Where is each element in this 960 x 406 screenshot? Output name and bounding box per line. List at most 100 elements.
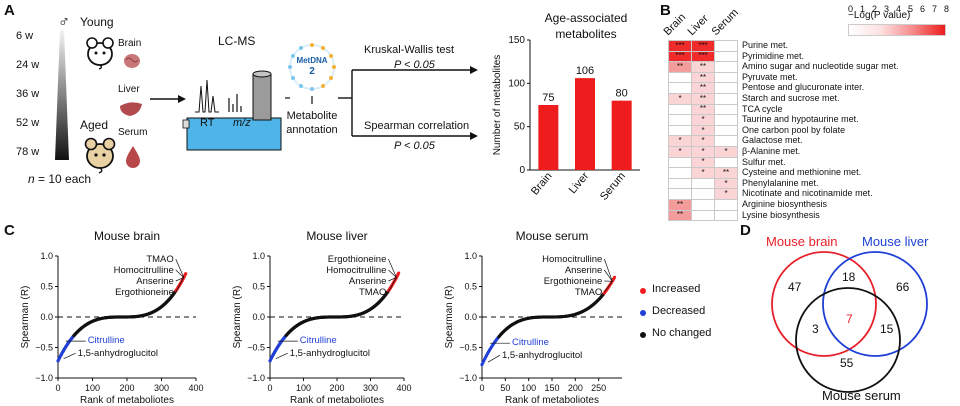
metdna-version: 2 xyxy=(309,66,315,77)
heatmap-row-name: One carbon pool by folate xyxy=(742,124,846,135)
scatter-x-tick-label: 50 xyxy=(500,383,510,393)
heatmap-legend-title: −Log(P value) xyxy=(848,10,911,21)
scatter-x-tick-label: 250 xyxy=(591,383,606,393)
scatter-annotation: Homocitrulline xyxy=(542,254,602,265)
heatmap-row: * xyxy=(668,188,738,200)
scatter-y-tick-label: −0.5 xyxy=(35,343,53,353)
mz-label: m/z xyxy=(233,117,251,129)
scatter-x-axis-label: Rank of metaboliotes xyxy=(505,395,599,406)
heatmap-grid: *** *** *** *** ** ** ** ** * ** ** * * * * * * * * * ** * * **… xyxy=(668,40,738,222)
heatmap-legend-tick: 0 xyxy=(848,4,854,14)
venn-count-liver-only: 66 xyxy=(896,280,910,294)
scatter-title: Mouse liver xyxy=(306,229,367,243)
bar-y-tick-label: 50 xyxy=(514,122,526,133)
tissue-label-brain: Brain xyxy=(118,38,142,49)
metdna-label: MetDNA xyxy=(296,56,328,65)
venn-count-liver-serum: 15 xyxy=(880,322,894,336)
scatter-y-tick-label: 1.0 xyxy=(252,251,265,261)
scatter-annotation-line xyxy=(388,277,397,282)
bar xyxy=(611,100,632,170)
venn-count-brain-only: 47 xyxy=(788,280,802,294)
scatter-bottom-annotation: 1,5-anhydroglucitol xyxy=(502,350,582,361)
heatmap-row-name: Sulfur met. xyxy=(742,156,786,167)
venn-label-serum: Mouse serum xyxy=(822,388,901,403)
venn-label-liver: Mouse liver xyxy=(862,234,929,249)
scatter-annotation-line xyxy=(604,269,613,282)
heatmap-row-name: Lysine biosynthesis xyxy=(742,209,820,220)
scatter-annotation-line xyxy=(175,258,185,278)
scatter-y-tick-label: −1.0 xyxy=(459,373,477,383)
heatmap-row: ** ** xyxy=(668,61,738,73)
age-label: 78 w xyxy=(16,146,40,158)
heatmap-legend-tick: 5 xyxy=(908,4,914,14)
scatter-point xyxy=(184,272,188,276)
age-label: 6 w xyxy=(16,30,34,42)
scatter-x-tick-label: 200 xyxy=(568,383,583,393)
scatter-bottom-annotation: 1,5-anhydroglucitol xyxy=(78,348,158,359)
scatter-y-axis-label: Spearman (R) xyxy=(20,286,31,349)
scatter-annotation-line xyxy=(604,258,613,282)
scatter-y-tick-label: 0.5 xyxy=(464,282,477,292)
test1-label: Kruskal-Wallis test xyxy=(364,44,455,56)
panel-letter-a: A xyxy=(4,2,15,19)
legend-dot-increased xyxy=(640,288,646,294)
scatter-x-tick-label: 0 xyxy=(479,383,484,393)
heatmap-row: *** *** xyxy=(668,40,738,52)
scatter-annotation: Homocitrulline xyxy=(326,265,386,276)
scatter-annotation-line xyxy=(388,269,397,278)
annotation-label-2: annotation xyxy=(286,124,338,136)
test1-p: P < 0.05 xyxy=(394,59,435,71)
scatter-y-tick-label: 0.0 xyxy=(40,312,53,322)
venn-circle-serum xyxy=(795,287,901,393)
heatmap-legend-tick: 7 xyxy=(932,4,938,14)
lcms-label: LC-MS xyxy=(218,34,256,48)
scatter-y-tick-label: 0.5 xyxy=(40,282,53,292)
panel-letter-d: D xyxy=(740,222,751,239)
scatter-y-tick-label: 0.5 xyxy=(252,282,265,292)
tissue-label-serum: Serum xyxy=(118,127,148,138)
scatter-y-axis-label: Spearman (R) xyxy=(232,286,243,349)
annotation-label-1: Metabolite xyxy=(286,110,338,122)
young-label: Young xyxy=(80,15,114,29)
scatter-point xyxy=(612,275,617,279)
serum-drop-icon xyxy=(126,146,140,168)
heatmap-row-name: Pyruvate met. xyxy=(742,71,798,82)
n-rest: = 10 each xyxy=(34,172,92,186)
scatter-x-tick-label: 100 xyxy=(85,383,100,393)
scatter-annotation-line xyxy=(388,277,397,293)
heatmap-row-name: Arginine biosynthesis xyxy=(742,199,828,209)
bar xyxy=(575,78,595,170)
bar-value-label: 106 xyxy=(576,65,594,77)
legend-dot-decreased xyxy=(640,310,646,316)
scatter-annotation: TMAO xyxy=(359,287,386,298)
scatter-annotation-line xyxy=(175,277,184,282)
legend-label-decreased: Decreased xyxy=(652,305,706,317)
legend-label-no-change: No changed xyxy=(652,327,712,339)
heatmap-row-name: Taurine and hypotaurine met. xyxy=(742,114,859,125)
scatter-annotation: Homocitrulline xyxy=(114,265,174,276)
heatmap-legend-tick: 8 xyxy=(944,4,950,14)
panel-letter-b: B xyxy=(660,2,671,19)
scatter-annotation: Ergothioneine xyxy=(328,254,387,265)
scatter-annotation-line xyxy=(63,352,76,360)
scatter-x-tick-label: 100 xyxy=(296,383,311,393)
scatter-annotation-line xyxy=(275,352,288,360)
scatter-y-tick-label: −1.0 xyxy=(35,373,53,383)
heatmap-row: ** xyxy=(668,135,738,147)
heatmap-row-name: Starch and sucrose met. xyxy=(742,93,840,103)
scatter-title: Mouse serum xyxy=(516,229,589,243)
scatter-x-tick-label: 150 xyxy=(544,383,559,393)
scatter-x-tick-label: 0 xyxy=(267,383,272,393)
scatter-blue-annotation: Citrulline xyxy=(300,335,337,346)
bar-value-label: 80 xyxy=(616,88,628,100)
heatmap-row-name: Amino sugar and nucleotide sugar met. xyxy=(742,61,899,72)
scatter-y-tick-label: −0.5 xyxy=(459,343,477,353)
scatter-point xyxy=(397,271,401,275)
heatmap-row-name: Pentose and glucuronate inter. xyxy=(742,82,865,93)
bar-y-tick-label: 100 xyxy=(508,78,525,89)
scatter-annotation-line xyxy=(388,258,397,278)
